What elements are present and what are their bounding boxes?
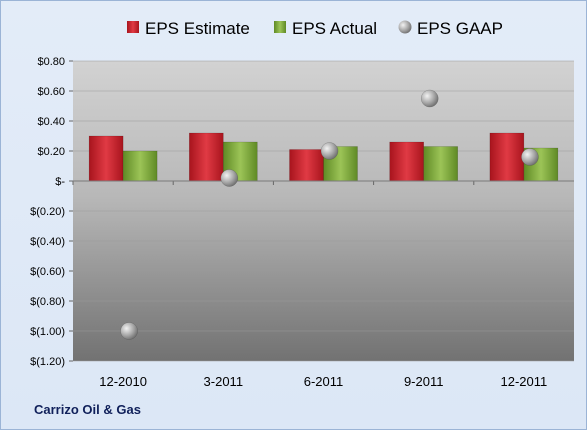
eps-estimate-bar bbox=[189, 132, 224, 182]
legend-label-actual: EPS Actual bbox=[292, 19, 377, 38]
x-axis-category-labels: 12-2010 3-2011 6-2011 9-2011 12-2011 bbox=[99, 374, 547, 389]
eps-estimate-bar bbox=[489, 132, 525, 182]
y-tick-label: $(0.20) bbox=[30, 206, 65, 218]
legend-label-estimate: EPS Estimate bbox=[145, 19, 250, 38]
x-category-label: 9-2011 bbox=[404, 374, 444, 389]
y-tick-label: $(1.00) bbox=[30, 326, 65, 338]
legend-swatch-estimate bbox=[127, 21, 139, 33]
eps-gaap-marker bbox=[521, 148, 539, 166]
legend-swatch-gaap bbox=[398, 20, 412, 34]
legend: EPS Estimate EPS Actual EPS GAAP bbox=[127, 19, 503, 38]
y-tick-label: $(0.60) bbox=[30, 266, 65, 278]
y-tick-label: $0.60 bbox=[37, 86, 65, 98]
gaap-markers bbox=[120, 89, 539, 340]
y-tick-label: $(0.80) bbox=[30, 296, 65, 308]
eps-estimate-bar bbox=[88, 135, 124, 182]
y-tick-label: $0.40 bbox=[37, 116, 65, 128]
y-tick-label: $0.20 bbox=[37, 146, 65, 158]
y-axis-tick-labels: $0.80 $0.60 $0.40 $0.20 $- $(0.20) $(0.40) $(0.… bbox=[30, 56, 65, 368]
x-category-label: 12-2011 bbox=[501, 374, 548, 389]
y-tick-label: $0.80 bbox=[37, 56, 65, 68]
company-name: Carrizo Oil & Gas bbox=[34, 402, 141, 417]
y-tick-label: $(1.20) bbox=[30, 356, 65, 368]
eps-estimate-bar bbox=[389, 141, 424, 182]
legend-label-gaap: EPS GAAP bbox=[417, 19, 503, 38]
eps-gaap-marker bbox=[220, 169, 239, 187]
eps-estimate-bar bbox=[289, 149, 324, 182]
eps-gaap-marker bbox=[120, 322, 138, 340]
eps-actual-bar bbox=[122, 150, 158, 182]
x-category-label: 3-2011 bbox=[204, 374, 244, 389]
x-category-label: 12-2010 bbox=[99, 374, 147, 389]
y-tick-label: $- bbox=[55, 176, 65, 188]
y-tick-label: $(0.40) bbox=[30, 236, 65, 248]
legend-swatch-actual bbox=[274, 21, 286, 33]
x-category-label: 6-2011 bbox=[304, 374, 344, 389]
eps-gaap-marker bbox=[320, 142, 339, 160]
eps-actual-bar bbox=[423, 146, 458, 182]
eps-gaap-marker bbox=[420, 89, 439, 108]
